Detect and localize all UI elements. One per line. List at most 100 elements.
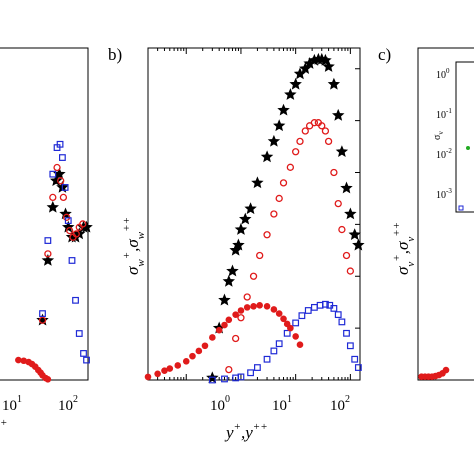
panel-b-series-0-point-24 <box>322 60 335 72</box>
panel-b-series-0-point-16 <box>289 77 302 90</box>
panel-b-series-3-point-16 <box>250 303 257 310</box>
panel-a-series-0-point-6 <box>59 207 72 220</box>
panel-b-series-3-point-21 <box>280 315 287 323</box>
panel-a-series-2-point-9 <box>72 296 79 304</box>
panel-b-series-0-point-3 <box>222 274 235 287</box>
panel-b-series-0-point-26 <box>332 108 345 121</box>
panel-c-inset-ylabel: σv <box>432 131 445 140</box>
panel-a: 101 102 + <box>0 47 93 429</box>
panel-b-series-2-point-10 <box>292 319 300 327</box>
panel-a-series-2-point-4 <box>56 140 64 148</box>
panel-b-series-1-point-5 <box>256 251 264 260</box>
panel-b-series-2-point-21 <box>346 342 354 350</box>
panel-a-series-2-point-8 <box>68 257 76 264</box>
panel-b-series-3-point-8 <box>201 342 209 350</box>
panel-c-inset-ytick-4: 10-3 <box>436 187 452 201</box>
panel-b-series-1-point-11 <box>292 148 300 156</box>
panel-b-series-2-point-19 <box>338 318 346 326</box>
panel-a-series-2-point-1 <box>44 237 52 244</box>
panel-b-series-0-point-8 <box>239 212 252 225</box>
panel-b-series-1-point-6 <box>263 231 271 239</box>
panel-b-series-0-point-6 <box>232 238 245 251</box>
panel-a-series-3-point-0 <box>15 356 22 364</box>
panel-a-series-2-point-11 <box>80 350 87 357</box>
panel-b-series-3-point-19 <box>270 306 278 313</box>
panel-a-xtick-2: 102 <box>58 394 78 414</box>
panel-b-series-2-point-20 <box>343 329 350 337</box>
panel-b-xtick-2: 101 <box>272 394 292 414</box>
panel-a-series-2-point-12 <box>83 356 90 364</box>
panel-a-series-1-point-1 <box>44 250 52 258</box>
panel-b-series-0-point-25 <box>327 77 341 90</box>
panel-b-series-3-point-25 <box>296 341 304 349</box>
panel-a-xtick-1: 101 <box>2 394 22 414</box>
panel-b-series-2-point-5 <box>254 364 261 371</box>
panel-a-data-marks <box>15 140 93 383</box>
panel-b-series-3-point-1 <box>154 370 161 378</box>
panel-b-series-3-point-15 <box>243 304 251 311</box>
panel-b-series-0-point-13 <box>273 119 286 132</box>
panel-c-inset-ytick-3: 10-2 <box>436 147 452 161</box>
panel-b-series-3-point-17 <box>256 302 263 309</box>
panel-b-series-3-point-11 <box>221 321 228 329</box>
panel-b-series-1-point-0 <box>225 365 233 374</box>
panel-a-series-2-point-0 <box>39 310 46 317</box>
panel-b-series-0-point-15 <box>284 88 297 100</box>
panel-b-series-3-point-0 <box>144 373 152 381</box>
panel-b-series-0-point-4 <box>226 264 239 277</box>
panel-b-series-1-point-4 <box>249 272 258 280</box>
panel-a-series-1-point-11 <box>79 220 87 228</box>
panel-b-series-0-point-10 <box>251 176 264 189</box>
panel-b-series-3-point-18 <box>263 303 271 310</box>
panel-b-series-2-point-18 <box>334 311 342 319</box>
panel-a-series-2-point-6 <box>61 184 69 191</box>
panel-c-inset-frame <box>455 61 474 213</box>
panel-b-series-0-point-11 <box>260 150 274 163</box>
panel-b-series-0-point-7 <box>234 223 248 235</box>
panel-c-tag: c) <box>378 45 391 64</box>
panel-b: b) 100 101 102 y+,y++ σw+,σw++ <box>108 45 365 442</box>
panel-b-axes-frame <box>147 47 361 381</box>
panel-b-series-3-point-24 <box>292 333 299 340</box>
panel-c-axes-frame <box>417 47 474 381</box>
panel-b-series-3-point-20 <box>275 310 283 317</box>
panel-b-series-1-point-22 <box>338 225 346 234</box>
panel-b-series-1-point-1 <box>231 334 240 343</box>
panel-b-series-1-point-20 <box>330 168 338 177</box>
panel-b-series-3-point-10 <box>215 326 223 334</box>
panel-b-series-2-point-3 <box>237 373 245 381</box>
panel-a-series-1-point-2 <box>49 193 57 202</box>
panel-b-series-1-point-15 <box>310 119 319 127</box>
panel-a-series-1-point-4 <box>57 177 65 185</box>
panel-b-series-3-point-13 <box>232 311 239 318</box>
panel-c: c) σv+,σv++ 100 10-1 10-2 10-3 σv <box>378 45 474 381</box>
panel-b-series-2-point-1 <box>221 375 228 383</box>
panel-b-series-0-point-27 <box>335 145 349 158</box>
panel-b-xlabel: y+,y++ <box>224 421 268 442</box>
panel-b-series-1-point-12 <box>296 137 304 146</box>
panel-b-series-1-point-7 <box>270 210 278 218</box>
panel-a-series-2-point-2 <box>49 170 57 178</box>
panel-b-series-0-point-18 <box>299 62 312 75</box>
panel-b-series-3-point-5 <box>182 358 190 365</box>
panel-b-series-0-point-31 <box>352 238 365 251</box>
panel-b-series-0-point-28 <box>340 181 353 194</box>
panel-b-series-0-point-30 <box>348 228 361 241</box>
panel-b-series-2-point-4 <box>247 369 254 377</box>
panel-c-ylabel: σv+,σv++ <box>391 222 417 275</box>
panel-b-series-3-point-6 <box>189 352 196 360</box>
panel-b-series-3-point-14 <box>237 307 245 314</box>
panel-a-series-3-point-9 <box>44 376 52 383</box>
panel-b-series-1-point-13 <box>301 127 309 135</box>
panel-b-series-1-point-9 <box>279 179 288 187</box>
panel-b-ticks <box>147 48 360 380</box>
panel-b-series-2-point-17 <box>330 305 338 312</box>
panel-b-series-0-point-14 <box>277 103 290 116</box>
panel-b-series-0-point-9 <box>244 202 257 215</box>
panel-b-series-2-point-23 <box>354 364 362 371</box>
panel-b-series-0-point-2 <box>218 293 231 306</box>
panel-a-series-0-point-2 <box>46 200 59 213</box>
panel-b-series-2-point-6 <box>263 355 271 363</box>
panel-b-series-1-point-18 <box>321 127 330 135</box>
